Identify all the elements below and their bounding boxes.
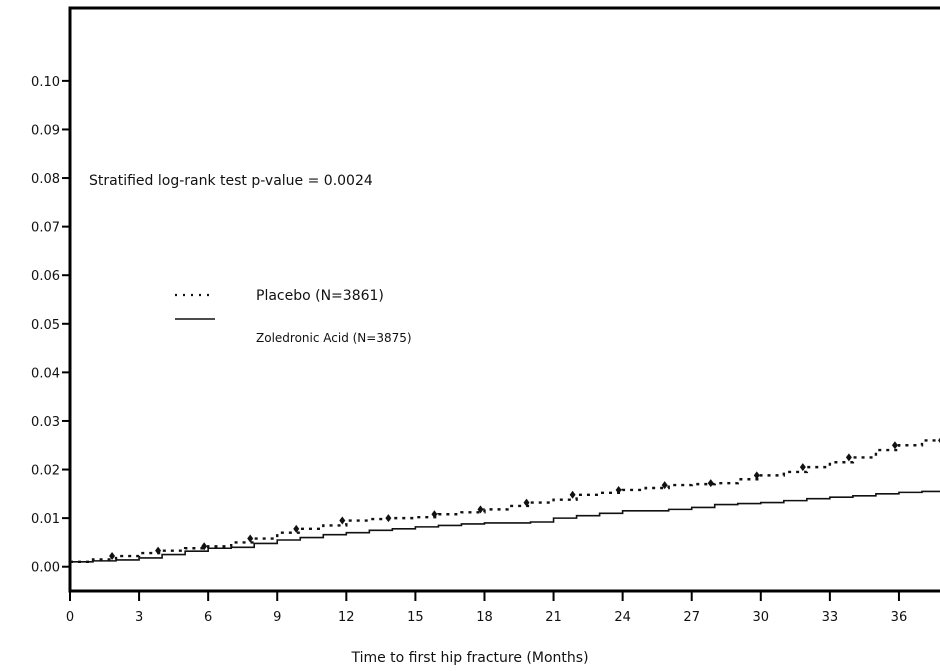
x-tick-label: 0 [66, 610, 74, 625]
censor-marker [707, 479, 714, 488]
censor-marker [201, 542, 208, 551]
censor-marker [109, 552, 116, 561]
x-tick-label: 33 [822, 610, 839, 625]
censor-marker [615, 485, 622, 494]
x-tick-label: 24 [614, 610, 631, 625]
censor-marker [477, 505, 484, 514]
legend: Placebo (N=3861) Zoledronic Acid (N=3875… [175, 288, 412, 345]
y-tick-label: 0.08 [31, 172, 60, 187]
censor-marker [845, 453, 852, 462]
x-tick-label: 21 [545, 610, 562, 625]
censor-marker [155, 546, 162, 555]
censor-marker [661, 481, 668, 490]
censor-marker [385, 514, 392, 523]
legend-label-zoledronic-acid: Zoledronic Acid (N=3875) [256, 331, 412, 345]
y-tick-label: 0.04 [31, 366, 60, 381]
y-tick-label: 0.01 [31, 512, 60, 527]
plot-border [68, 6, 940, 593]
censor-marker [293, 524, 300, 533]
series-layer [70, 437, 940, 564]
censor-marker [523, 498, 530, 507]
censor-marker [891, 441, 898, 450]
y-tick-label: 0.10 [31, 75, 60, 90]
x-tick-label: 6 [204, 610, 212, 625]
y-tick-label: 0.03 [31, 415, 60, 430]
x-tick-label: 9 [273, 610, 281, 625]
legend-label-placebo: Placebo (N=3861) [256, 288, 384, 304]
x-tick-label: 3 [135, 610, 143, 625]
y-tick-label: 0.00 [31, 561, 60, 576]
censor-marker [569, 490, 576, 499]
y-tick-label: 0.09 [31, 123, 60, 138]
x-tick-label: 36 [891, 610, 908, 625]
plot-frame [68, 6, 940, 593]
x-tick-label: 15 [407, 610, 424, 625]
censor-marker [247, 534, 254, 543]
x-axis-title: Time to first hip fracture (Months) [350, 650, 588, 666]
y-axis: 0.00 0.01 0.02 0.03 0.04 0.05 0.06 0.07 0.08 0.09… [31, 75, 70, 576]
y-tick-label: 0.02 [31, 464, 60, 479]
censor-marker [753, 471, 760, 480]
y-tick-label: 0.06 [31, 269, 60, 284]
x-tick-label: 30 [753, 610, 770, 625]
x-axis: 0 3 6 9 12 15 18 21 24 27 30 33 36 [66, 591, 907, 625]
censor-marker [431, 510, 438, 519]
censor-marker [339, 516, 346, 525]
p-value-annotation: Stratified log-rank test p-value = 0.002… [89, 173, 373, 189]
x-tick-label: 12 [338, 610, 355, 625]
series-line-placebo [70, 439, 940, 564]
x-tick-label: 18 [476, 610, 493, 625]
series-line-zoledronic-acid [70, 490, 940, 563]
x-tick-label: 27 [683, 610, 700, 625]
y-tick-label: 0.07 [31, 221, 60, 236]
y-tick-label: 0.05 [31, 318, 60, 333]
censor-marker [799, 463, 806, 472]
